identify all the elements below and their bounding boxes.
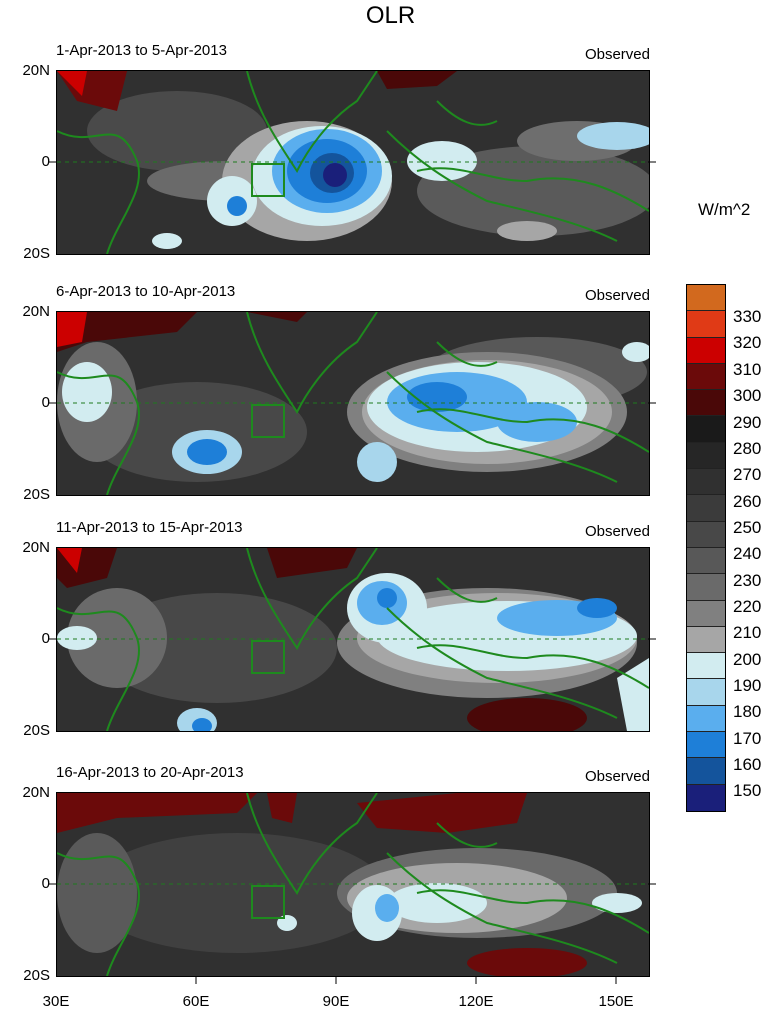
lon-label-120e: 120E xyxy=(458,993,494,1010)
colorbar-label-190: 190 xyxy=(733,676,762,695)
colorbar-swatch-14 xyxy=(687,626,725,654)
panel-3-map xyxy=(56,547,650,732)
panel-4-observed-label: Observed xyxy=(584,768,650,785)
lat-label-20s-p3: 20S xyxy=(23,722,50,739)
lon-label-150e: 150E xyxy=(598,993,634,1010)
panel-1-map xyxy=(56,70,650,255)
colorbar-swatch-5 xyxy=(687,390,725,417)
colorbar-label-200: 200 xyxy=(733,650,762,669)
colorbar-label-220: 220 xyxy=(733,597,762,616)
lat-label-0-p2: 0 xyxy=(41,394,50,411)
lon-label-60e: 60E xyxy=(182,993,210,1010)
colorbar-swatch-13 xyxy=(687,600,725,627)
colorbar-label-180: 180 xyxy=(733,702,762,721)
lon-label-90e: 90E xyxy=(322,993,350,1010)
lat-label-20s-p2: 20S xyxy=(23,486,50,503)
colorbar-label-270: 270 xyxy=(733,465,762,484)
colorbar-swatch-12 xyxy=(687,574,725,601)
lat-label-0-p3: 0 xyxy=(41,630,50,647)
lon-label-30e: 30E xyxy=(42,993,70,1010)
panel-3-period: 11-Apr-2013 to 15-Apr-2013 xyxy=(56,519,243,536)
colorbar-swatch-9 xyxy=(687,495,725,522)
colorbar-swatch-16 xyxy=(687,679,725,706)
panel-2-map xyxy=(56,311,650,496)
lat-label-20s-p1: 20S xyxy=(23,245,50,262)
lat-label-20n-p1: 20N xyxy=(22,62,50,79)
colorbar-swatch-1 xyxy=(687,285,725,312)
lat-label-20n-p4: 20N xyxy=(22,784,50,801)
colorbar-swatch-6 xyxy=(687,416,725,443)
colorbar-swatch-4 xyxy=(687,363,725,391)
panel-1-olr-field xyxy=(57,71,649,254)
colorbar-swatch-17 xyxy=(687,705,725,733)
panel-1-observed-label: Observed xyxy=(584,46,650,63)
lat-label-0-p4: 0 xyxy=(41,875,50,892)
panel-3-observed-label: Observed xyxy=(584,523,650,540)
colorbar-label-300: 300 xyxy=(733,386,762,405)
colorbar-label-310: 310 xyxy=(733,360,762,379)
colorbar-swatch-2 xyxy=(687,311,725,338)
colorbar-swatch-19 xyxy=(687,758,725,785)
colorbar-swatch-10 xyxy=(687,521,725,548)
lat-label-20n-p2: 20N xyxy=(22,303,50,320)
colorbar-label-320: 320 xyxy=(733,333,762,352)
panel-4-olr-field xyxy=(57,793,649,976)
colorbar-swatch-15 xyxy=(687,653,725,680)
colorbar-label-260: 260 xyxy=(733,492,762,511)
panel-1-period: 1-Apr-2013 to 5-Apr-2013 xyxy=(56,42,227,59)
colorbar-swatch-20 xyxy=(687,784,725,811)
colorbar-swatch-8 xyxy=(687,469,725,496)
colorbar-swatch-3 xyxy=(687,337,725,364)
lat-label-20s-p4: 20S xyxy=(23,967,50,984)
panel-2-period: 6-Apr-2013 to 10-Apr-2013 xyxy=(56,283,236,300)
colorbar-label-240: 240 xyxy=(733,544,762,563)
colorbar-label-160: 160 xyxy=(733,755,762,774)
panel-4-period: 16-Apr-2013 to 20-Apr-2013 xyxy=(56,764,244,781)
colorbar-label-230: 230 xyxy=(733,571,762,590)
colorbar-label-330: 330 xyxy=(733,307,762,326)
colorbar-label-290: 290 xyxy=(733,413,762,432)
colorbar-label-280: 280 xyxy=(733,439,762,458)
colorbar-label-210: 210 xyxy=(733,623,762,642)
colorbar-label-170: 170 xyxy=(733,729,762,748)
lat-label-20n-p3: 20N xyxy=(22,539,50,556)
colorbar-swatch-11 xyxy=(687,547,725,575)
panel-4-map xyxy=(56,792,650,977)
lat-label-0-p1: 0 xyxy=(41,153,50,170)
figure-title: OLR xyxy=(365,2,416,29)
colorbar-units: W/m^2 xyxy=(698,200,751,219)
panel-2-olr-field xyxy=(57,312,649,495)
colorbar-label-150: 150 xyxy=(733,781,762,800)
colorbar-label-250: 250 xyxy=(733,518,762,537)
colorbar xyxy=(686,284,726,812)
colorbar-swatch-18 xyxy=(687,732,725,759)
colorbar-swatch-7 xyxy=(687,442,725,470)
panel-2-observed-label: Observed xyxy=(584,287,650,304)
panel-3-olr-field xyxy=(57,548,649,731)
